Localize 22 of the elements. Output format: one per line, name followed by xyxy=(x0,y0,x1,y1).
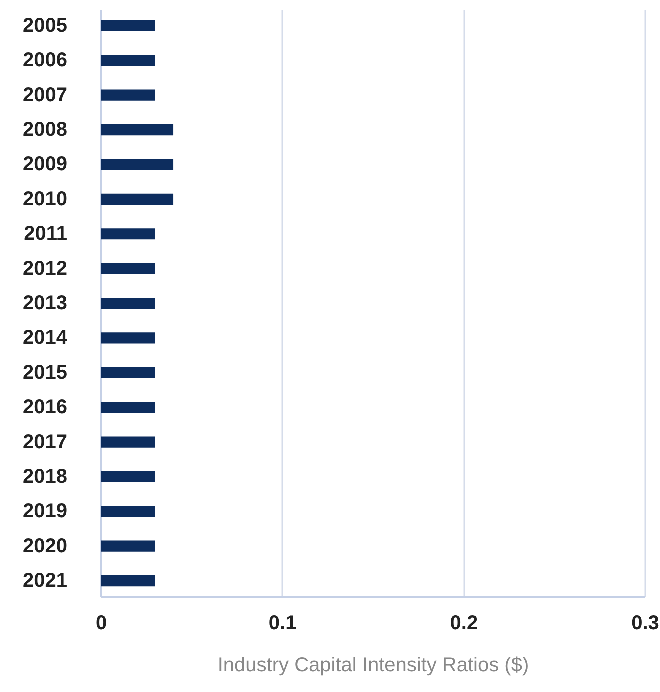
y-tick-label: 2010 xyxy=(23,188,68,210)
y-tick-label: 2006 xyxy=(23,50,68,72)
x-tick-label: 0.1 xyxy=(268,612,297,634)
y-tick-label: 2018 xyxy=(23,466,68,488)
y-tick-label: 2009 xyxy=(23,154,68,176)
y-tick-label: 2020 xyxy=(23,535,68,558)
y-tick-label: 2017 xyxy=(23,431,68,454)
y-tick-label: 2008 xyxy=(23,119,68,142)
y-tick-label: 2019 xyxy=(23,500,68,523)
y-tick-label: 2016 xyxy=(23,396,68,419)
x-tick-label: 0.3 xyxy=(632,612,660,634)
y-tick-label: 2007 xyxy=(23,84,68,106)
y-tick-label: 2014 xyxy=(23,327,68,350)
y-tick-label: 2011 xyxy=(24,223,68,246)
y-tick-label: 2013 xyxy=(23,292,68,314)
y-tick-label: 2012 xyxy=(23,258,68,280)
x-tick-label: 0.2 xyxy=(450,612,478,634)
y-tick-label: 2021 xyxy=(23,570,68,592)
x-axis-title: Industry Capital Intensity Ratios ($) xyxy=(218,654,530,676)
x-tick-label: 0 xyxy=(96,612,108,634)
y-tick-label: 2015 xyxy=(23,362,68,384)
y-tick-label: 2005 xyxy=(23,14,68,37)
